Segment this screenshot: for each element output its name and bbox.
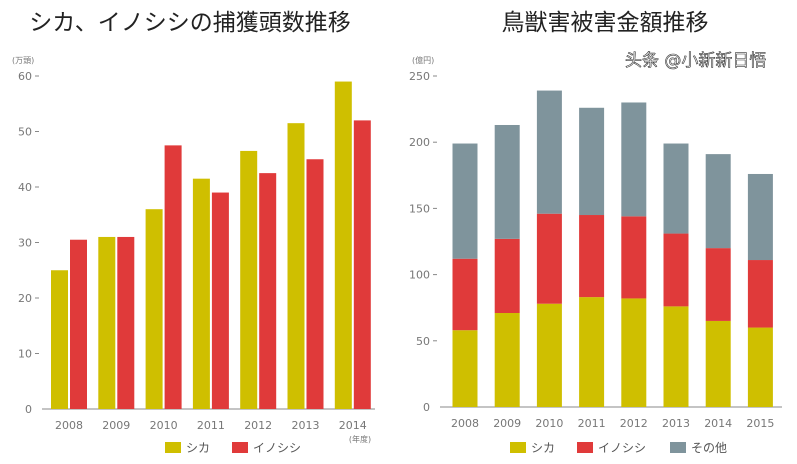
bar-シカ — [494, 312, 520, 407]
chart-title: 鳥獣害被害金額推移 — [502, 10, 709, 36]
y-tick-label: 250 — [409, 70, 430, 83]
y-tick-label: 60 — [18, 70, 32, 83]
x-tick-label: 2012 — [620, 417, 648, 430]
x-tick-label: 2012 — [244, 419, 272, 432]
bar-シカ — [240, 150, 258, 410]
bar-シカ — [145, 209, 163, 409]
bar-イノシシ — [117, 236, 135, 409]
x-tick-label: 2011 — [197, 419, 225, 432]
y-tick-label: 50 — [416, 335, 430, 348]
y-tick-label: 50 — [18, 126, 32, 139]
x-tick-label: 2013 — [292, 419, 320, 432]
legend-label: イノシシ — [253, 441, 301, 455]
y-tick-label: 40 — [18, 181, 32, 194]
y-tick-label: 150 — [409, 202, 430, 215]
x-tick-label: 2010 — [150, 419, 178, 432]
y-tick-label: 100 — [409, 269, 430, 282]
chart-title: シカ、イノシシの捕獲頭数推移 — [29, 10, 351, 36]
y-axis-unit: (万頭) — [12, 56, 34, 65]
bar-イノシシ — [70, 239, 87, 409]
legend-swatch — [577, 442, 593, 453]
legend-swatch — [670, 442, 686, 453]
bar-イノシシ — [306, 159, 324, 409]
y-tick-label: 0 — [25, 403, 32, 416]
bar-その他 — [621, 102, 647, 217]
y-tick-label: 10 — [18, 348, 32, 361]
x-tick-label: 2009 — [493, 417, 521, 430]
x-tick-label: 2010 — [535, 417, 563, 430]
bar-イノシシ — [452, 258, 478, 331]
legend-swatch — [165, 442, 181, 453]
x-axis-unit: (年度) — [349, 434, 371, 444]
bar-シカ — [579, 297, 605, 407]
bar-イノシシ — [621, 216, 647, 299]
bar-その他 — [536, 90, 562, 214]
bar-シカ — [621, 298, 647, 407]
x-tick-label: 2015 — [746, 417, 774, 430]
bar-その他 — [705, 154, 731, 249]
bar-イノシシ — [211, 192, 229, 409]
bar-イノシシ — [536, 213, 562, 304]
bar-シカ — [663, 306, 689, 407]
x-tick-label: 2013 — [662, 417, 690, 430]
y-tick-label: 0 — [423, 401, 430, 414]
bar-イノシシ — [579, 215, 605, 298]
bar-イノシシ — [494, 238, 520, 313]
chart-1: シカ、イノシシの捕獲頭数推移 (万頭) 0 10 20 30 40 50 60 2008 2009 2… — [12, 10, 375, 455]
bar-イノシシ — [259, 173, 277, 409]
bar-その他 — [452, 143, 478, 259]
y-tick-label: 30 — [18, 237, 32, 250]
x-tick-label: 2008 — [55, 419, 83, 432]
legend-label: シカ — [531, 441, 555, 455]
y-axis-unit: (億円) — [412, 55, 434, 65]
watermark: 头条 @小新新日悟 — [625, 51, 766, 71]
legend-swatch — [232, 442, 248, 453]
y-tick-label: 200 — [409, 136, 430, 149]
bar-イノシシ — [747, 260, 773, 328]
legend-label: イノシシ — [598, 441, 646, 455]
x-tick-label: 2008 — [451, 417, 479, 430]
bar-イノシシ — [705, 248, 731, 321]
bar-シカ — [51, 270, 68, 409]
x-tick-label: 2014 — [704, 417, 732, 430]
legend-label: シカ — [186, 441, 210, 455]
chart-2: 鳥獣害被害金額推移 (億円) 0 50 100 150 200 250 2008 2009 2010… — [409, 10, 782, 455]
x-tick-label: 2014 — [339, 419, 367, 432]
bar-シカ — [705, 320, 731, 407]
x-tick-label: 2011 — [578, 417, 606, 430]
bar-シカ — [747, 327, 773, 407]
bar-その他 — [663, 143, 689, 234]
bar-シカ — [334, 81, 352, 410]
bar-その他 — [494, 124, 520, 239]
bar-その他 — [747, 173, 773, 261]
legend-swatch — [510, 442, 526, 453]
y-tick-label: 20 — [18, 292, 32, 305]
bar-イノシシ — [663, 233, 689, 307]
bar-シカ — [536, 303, 562, 407]
bar-イノシシ — [164, 145, 182, 409]
bar-シカ — [98, 236, 116, 409]
bar-イノシシ — [353, 120, 371, 410]
legend-label: その他 — [691, 441, 727, 455]
x-tick-label: 2009 — [102, 419, 130, 432]
bar-シカ — [192, 178, 210, 409]
bar-シカ — [452, 330, 478, 407]
bar-その他 — [579, 107, 605, 216]
bar-シカ — [287, 123, 305, 410]
